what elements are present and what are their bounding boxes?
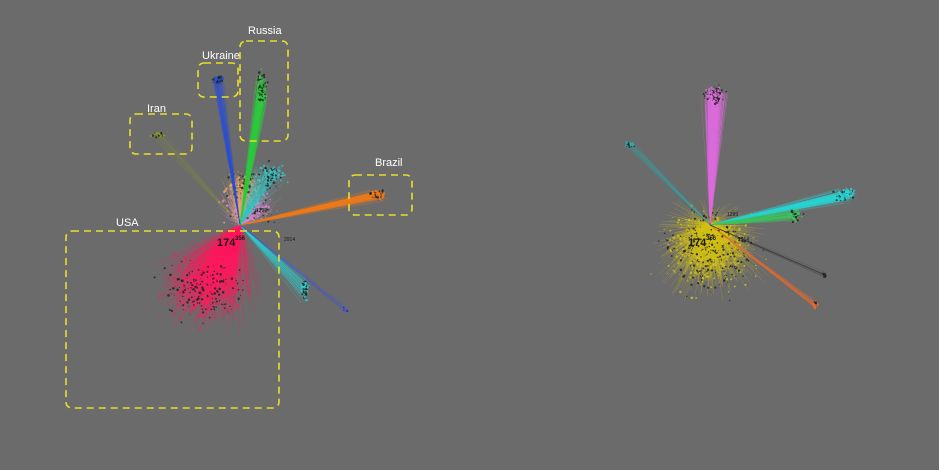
right-minor-label-2: 2914 <box>738 237 749 243</box>
iran-region-box <box>129 113 193 155</box>
iran-region-label: Iran <box>147 103 166 115</box>
left-minor-label-2: 2914 <box>284 237 295 243</box>
right-network-graph <box>624 84 858 310</box>
left-minor-label-1: 1299 <box>256 208 267 214</box>
left-network-graph <box>143 68 389 338</box>
left-hub-label: 174 356 1299 2914 <box>217 208 295 249</box>
usa-region-label: USA <box>116 217 139 229</box>
russia-region-label: Russia <box>248 25 283 37</box>
right-hub-label: 174 356 1299 2914 <box>688 212 749 249</box>
right-hub-number: 174 <box>688 237 707 249</box>
russia-region-box <box>239 40 289 142</box>
brazil-region-label: Brazil <box>375 157 403 169</box>
left-hub-superscript: 356 <box>235 236 246 242</box>
right-minor-label-1: 1299 <box>727 212 738 218</box>
left-region-annotations: Russia Ukraine Iran Brazil USA <box>65 25 413 409</box>
usa-region-box <box>65 230 280 409</box>
left-hub-number: 174 <box>217 237 236 249</box>
right-hub-superscript: 356 <box>706 236 717 242</box>
ukraine-region-box <box>197 62 239 98</box>
brazil-region-box <box>348 174 413 216</box>
ukraine-region-label: Ukraine <box>202 50 240 62</box>
